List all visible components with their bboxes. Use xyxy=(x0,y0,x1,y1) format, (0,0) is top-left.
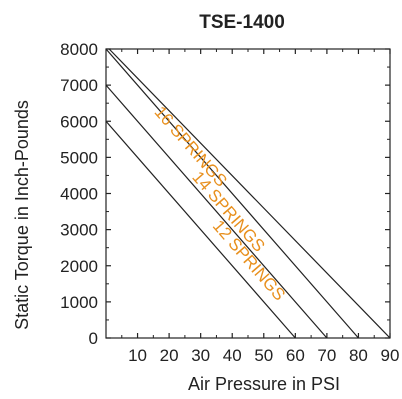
y-tick-label: 6000 xyxy=(60,112,98,131)
chart-title: TSE-1400 xyxy=(199,12,285,33)
x-tick-label: 70 xyxy=(317,346,336,365)
y-tick-label: 3000 xyxy=(60,221,98,240)
x-tick-label: 30 xyxy=(191,346,210,365)
tick-marks xyxy=(106,48,391,339)
y-tick-label: 8000 xyxy=(60,40,98,59)
y-tick-labels: 0 1000 2000 3000 4000 5000 6000 7000 8000 xyxy=(60,40,98,348)
series-lines xyxy=(105,48,391,339)
y-tick-label: 1000 xyxy=(60,293,98,312)
y-axis-label: Static Torque in Inch-Pounds xyxy=(12,100,32,330)
series-line-2 xyxy=(105,84,328,339)
x-tick-labels: 10 20 30 40 50 60 70 80 90 xyxy=(128,346,399,365)
y-tick-label: 4000 xyxy=(60,185,98,204)
y-tick-label: 2000 xyxy=(60,257,98,276)
x-tick-label: 20 xyxy=(160,346,179,365)
x-tick-label: 60 xyxy=(286,346,305,365)
y-tick-label: 5000 xyxy=(60,148,98,167)
x-tick-label: 90 xyxy=(381,346,400,365)
x-axis-label: Air Pressure in PSI xyxy=(188,374,340,394)
series-line-1 xyxy=(105,48,359,339)
y-tick-label: 7000 xyxy=(60,76,98,95)
x-tick-label: 50 xyxy=(254,346,273,365)
y-tick-label: 0 xyxy=(89,329,98,348)
series-line-3 xyxy=(105,120,296,339)
x-tick-label: 80 xyxy=(349,346,368,365)
extra-line xyxy=(108,48,391,339)
x-tick-label: 10 xyxy=(128,346,147,365)
x-tick-label: 40 xyxy=(223,346,242,365)
